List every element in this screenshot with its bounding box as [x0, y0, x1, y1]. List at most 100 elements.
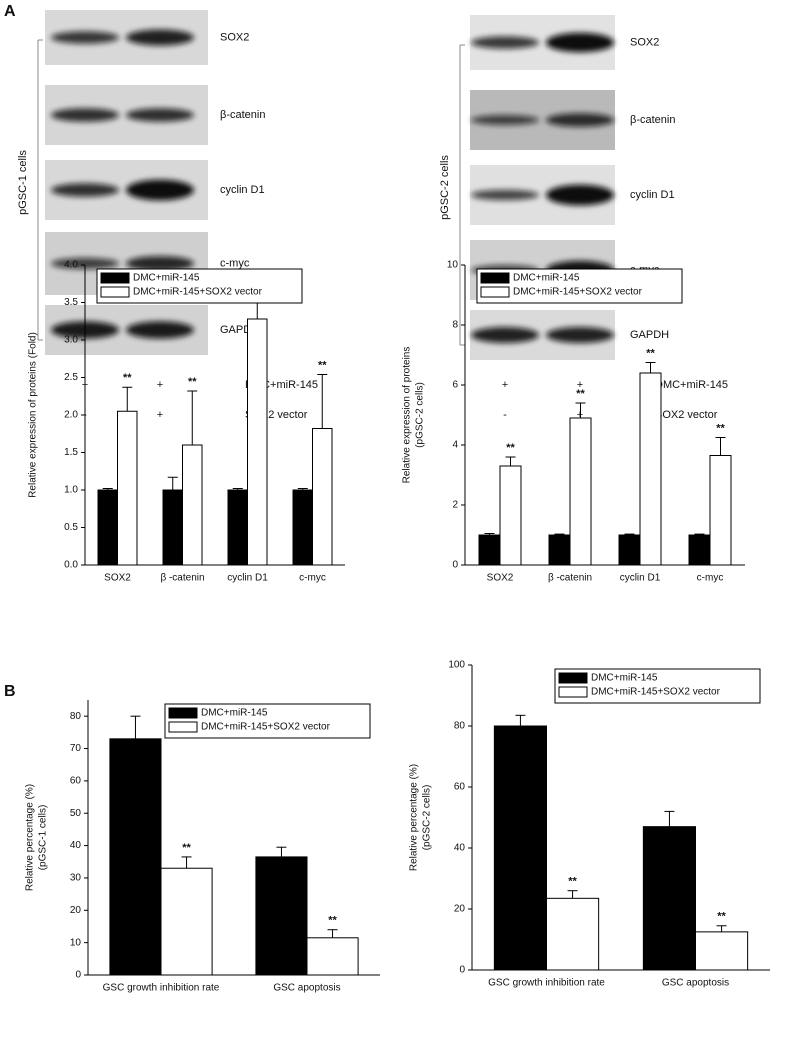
y-tick-label: 0.0 [64, 560, 78, 571]
legend-box [164, 703, 371, 739]
error-bar [276, 846, 287, 857]
legend-label: DMC+miR-145 [591, 673, 658, 684]
bar [109, 738, 162, 976]
error-bar [297, 488, 308, 490]
legend-swatch [168, 707, 198, 719]
x-tick-label: cyclin D1 [227, 573, 268, 584]
legend-label: DMC+miR-145 [201, 708, 268, 719]
y-tick-label: 1.0 [64, 485, 78, 496]
error-bar [515, 714, 526, 726]
legend-swatch [100, 286, 130, 298]
significance: ** [717, 911, 726, 923]
treatment-sign: + [157, 379, 163, 391]
treatment-sign: - [503, 409, 507, 421]
y-tick-label: 0.5 [64, 522, 78, 533]
legend-label: DMC+miR-145+SOX2 vector [591, 687, 721, 698]
bar [688, 534, 711, 566]
error-bar [505, 456, 516, 466]
y-tick-label: 3.5 [64, 297, 78, 308]
band-label: SOX2 [630, 36, 659, 48]
y-tick-label: 50 [70, 808, 82, 819]
bar [255, 856, 308, 976]
x-tick-label: β -catenin [548, 573, 592, 584]
legend-label: DMC+miR-145 [513, 273, 580, 284]
significance: ** [123, 372, 132, 384]
y-tick-label: 4.0 [64, 260, 78, 271]
band [126, 321, 194, 339]
y-axis-label: Relative percentage (%) [409, 764, 420, 871]
legend-label: DMC+miR-145 [133, 273, 200, 284]
y-tick-label: 2.5 [64, 372, 78, 383]
y-tick-label: 2 [452, 500, 458, 511]
x-tick-label: GSC growth inhibition rate [488, 978, 605, 989]
bar [618, 534, 641, 566]
error-bar [664, 810, 675, 827]
bar [639, 372, 662, 566]
legend-box [96, 268, 303, 304]
error-bar [716, 925, 727, 932]
error-bar [567, 890, 578, 899]
y-axis-label: Relative expression of proteins (Fold) [28, 332, 39, 498]
error-bar [187, 390, 198, 445]
error-bar [715, 437, 726, 456]
band [126, 256, 194, 271]
panel-label: A [4, 3, 16, 20]
band [51, 183, 119, 197]
treatment-sign: + [157, 409, 163, 421]
y-axis-label: (pGSC-1 cells) [38, 805, 49, 871]
band-label: β-catenin [630, 114, 675, 126]
y-tick-label: 40 [454, 843, 466, 854]
band [126, 108, 194, 122]
y-tick-label: 80 [70, 711, 82, 722]
panel-label: B [4, 683, 16, 700]
bar [548, 534, 571, 566]
band [51, 257, 119, 270]
bar [546, 897, 600, 971]
error-bar [181, 856, 192, 869]
x-tick-label: GSC apoptosis [662, 978, 729, 989]
bar [306, 937, 359, 976]
legend-label: DMC+miR-145+SOX2 vector [513, 287, 643, 298]
band [546, 327, 614, 343]
error-bar [130, 715, 141, 739]
y-tick-label: 0 [452, 560, 458, 571]
band [51, 108, 119, 122]
bar [97, 489, 118, 566]
error-bar [645, 362, 656, 373]
legend-swatch [480, 272, 510, 284]
error-bar [252, 302, 263, 319]
band-label: cyclin D1 [630, 189, 675, 201]
band-label: β-catenin [220, 109, 265, 121]
bar [162, 489, 183, 566]
band [471, 189, 539, 201]
band [126, 29, 194, 46]
y-tick-label: 0 [75, 970, 81, 981]
error-bar [317, 374, 328, 429]
legend-label: DMC+miR-145+SOX2 vector [133, 287, 263, 298]
band-label: cyclin D1 [220, 184, 265, 196]
significance: ** [182, 842, 191, 854]
bar [227, 489, 248, 566]
legend-swatch [100, 272, 130, 284]
legend-swatch [168, 721, 198, 733]
legend-swatch [480, 286, 510, 298]
x-tick-label: β -catenin [160, 573, 204, 584]
bar [312, 428, 333, 566]
legend-label: DMC+miR-145+SOX2 vector [201, 722, 331, 733]
error-bar [624, 533, 635, 535]
legend-swatch [558, 672, 588, 684]
bar [182, 444, 203, 566]
band-label: GAPDH [630, 329, 669, 341]
y-tick-label: 30 [70, 873, 82, 884]
error-bar [167, 476, 178, 490]
y-tick-label: 6 [452, 380, 458, 391]
y-tick-label: 0 [459, 965, 465, 976]
bar [292, 489, 313, 566]
y-tick-label: 100 [448, 660, 465, 671]
y-tick-label: 80 [454, 721, 466, 732]
y-tick-label: 20 [454, 904, 466, 915]
error-bar [575, 402, 586, 418]
y-tick-label: 10 [70, 937, 82, 948]
error-bar [484, 533, 495, 535]
band [546, 32, 614, 53]
